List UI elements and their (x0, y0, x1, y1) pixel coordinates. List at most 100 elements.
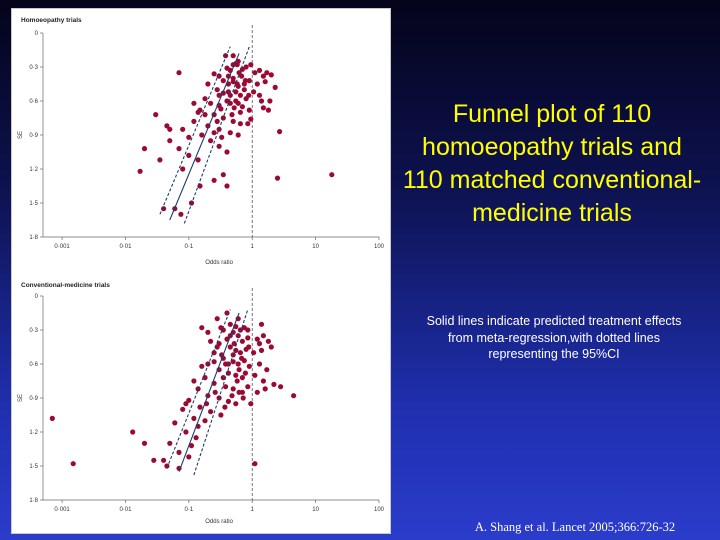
chart-2-trial-point (225, 398, 231, 404)
chart-1-trial-point (274, 175, 281, 181)
chart-2-trial-point (245, 335, 251, 341)
chart-1-trial-point (211, 177, 217, 183)
chart-1-trial-point (176, 70, 182, 76)
chart-1-trial-point (237, 109, 243, 115)
chart-2-trial-point (161, 457, 167, 463)
chart-2-trial-point (218, 412, 224, 418)
chart-2-y-tick-label: 0·9 (29, 396, 38, 402)
chart-1-x-tick-label: 10 (312, 244, 319, 250)
chart-1-trial-point (223, 53, 229, 59)
chart-1-trial-point (264, 70, 270, 76)
chart-1-x-axis-label: Odds ratio (205, 260, 233, 266)
chart-2-trial-point (223, 384, 229, 390)
chart-1-trial-point (178, 211, 184, 217)
chart-2-trial-point (180, 406, 186, 412)
chart-2-trial-point (172, 420, 178, 426)
chart-2-trial-point (237, 327, 243, 333)
chart-1-trial-point (248, 116, 254, 122)
chart-2-trial-point (186, 454, 192, 460)
chart-1-trial-point (214, 118, 220, 124)
chart-1-trial-point (229, 112, 235, 118)
chart-2-trial-point (214, 316, 220, 322)
chart-1-trial-point (220, 78, 226, 84)
chart-2-trial-point (234, 378, 240, 384)
chart-1-trial-point (260, 105, 266, 111)
chart-1-regression-line (169, 53, 240, 221)
chart-1-trial-point (246, 107, 252, 113)
chart-1-trial-point (186, 134, 192, 140)
chart-1-trial-point (137, 168, 143, 174)
chart-2-x-tick-label: 0·001 (54, 507, 70, 513)
chart-2-trial-point (205, 329, 211, 335)
chart-2-regression-line (178, 312, 240, 472)
chart-2-trial-point (254, 336, 260, 342)
chart-2-y-tick-label: 0·6 (29, 362, 38, 368)
chart-1-trial-point (199, 132, 205, 138)
chart-1-trial-point (241, 87, 247, 93)
chart-2-trial-point (167, 440, 173, 446)
chart-2-trial-point (230, 386, 236, 392)
chart-2-trial-point (141, 440, 148, 446)
figure-note: Solid lines indicate predicted treatment… (426, 314, 682, 361)
chart-1-title: Homoeopathy trials (21, 17, 82, 24)
chart-2-trial-point (246, 363, 252, 369)
chart-1-trial-point (235, 132, 241, 138)
chart-2-trial-point (220, 375, 226, 381)
chart-2-trial-point (236, 367, 242, 373)
chart-2-ci-lower-line (166, 309, 231, 469)
chart-2-y-tick-label: 1·5 (29, 464, 38, 470)
chart-2-trial-point (233, 372, 239, 378)
chart-1-trial-point (205, 81, 211, 87)
chart-1-trial-point (202, 112, 208, 118)
chart-2-trial-point (239, 375, 245, 381)
chart-1-trial-point (208, 100, 214, 106)
chart-1-trial-point (195, 109, 201, 115)
chart-1-x-tick-label: 0·001 (54, 244, 70, 250)
chart-1-ci-upper-line (183, 46, 250, 224)
chart-2-trial-point (188, 443, 195, 449)
chart-2-trial-point (260, 378, 266, 384)
chart-2-trial-point (245, 384, 251, 390)
chart-1-trial-point (220, 172, 226, 178)
chart-1-trial-point (239, 73, 245, 79)
chart-1-trial-point (218, 106, 224, 112)
chart-1-trial-point (167, 138, 173, 144)
chart-1-trial-point (216, 143, 222, 149)
chart-1-trial-point (216, 92, 222, 98)
chart-1-trial-point (234, 62, 240, 68)
chart-1-trial-point (231, 105, 237, 111)
chart-2-y-tick-label: 1·2 (29, 430, 38, 436)
chart-1-y-tick-label: 1·2 (29, 167, 38, 173)
chart-2-trial-point (258, 321, 265, 327)
chart-2-trial-point (197, 404, 203, 410)
citation: A. Shang et al. Lancet 2005;366:726-32 (474, 520, 676, 534)
chart-2-trial-point (208, 338, 214, 344)
chart-2-trial-point (191, 415, 197, 421)
chart-1-trial-point (224, 149, 230, 155)
chart-2-trial-point (202, 418, 208, 424)
chart-1-trial-point (208, 138, 214, 144)
chart-2-trial-point (262, 386, 268, 392)
chart-1-trial-point (256, 92, 263, 98)
chart-1-trial-point (262, 79, 268, 85)
chart-1-trial-point (224, 183, 230, 189)
chart-1-y-tick-label: 0·6 (29, 99, 38, 105)
chart-1-trial-point (186, 152, 192, 158)
chart-2-x-tick-label: 10 (312, 507, 319, 513)
chart-2-trial-point (199, 363, 205, 369)
chart-2-trial-point (199, 325, 205, 331)
chart-2-trial-point (222, 404, 228, 410)
chart-2-x-axis-label: Odds ratio (205, 519, 233, 525)
chart-1-trial-point (235, 100, 241, 106)
chart-2-trial-point (230, 359, 236, 365)
chart-2-trial-point (264, 367, 270, 373)
chart-1-y-axis-label: SE (18, 131, 24, 139)
chart-1-trial-point (230, 118, 236, 124)
chart-1-trial-point (251, 89, 257, 95)
chart-2-trial-point (193, 435, 199, 441)
chart-1-trial-point (180, 166, 186, 172)
chart-2-x-tick-label: 100 (374, 507, 385, 513)
chart-2-ci-upper-line (193, 309, 249, 476)
chart-2-x-tick-label: 0·01 (119, 507, 132, 513)
slide-title: Funnel plot of 110 homoeopathy trials an… (402, 100, 702, 227)
